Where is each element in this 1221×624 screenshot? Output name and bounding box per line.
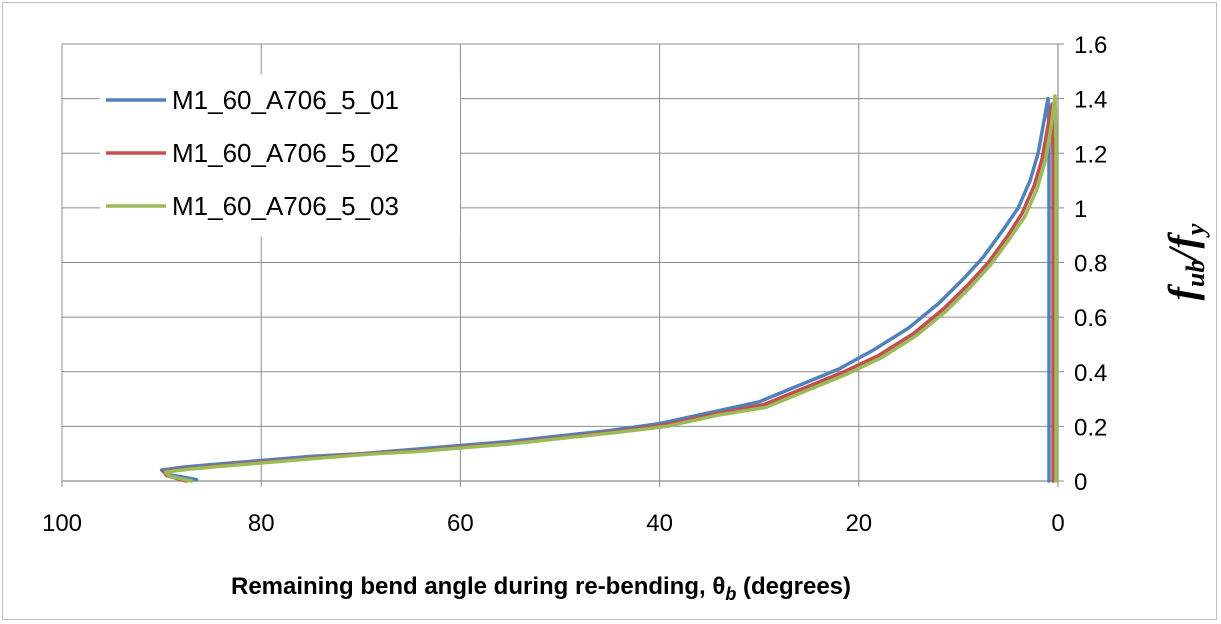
y-tick-label: 0.4: [1074, 360, 1107, 387]
x-axis-label-tail: (degrees): [736, 573, 851, 600]
legend-label-3: M1_60_A706_5_03: [172, 191, 399, 221]
y-tick-label: 1: [1074, 196, 1087, 223]
x-tick-label: 60: [447, 510, 474, 537]
y-axis-label-slash: /: [1160, 245, 1205, 263]
x-axis-label-subscript: b: [725, 584, 736, 604]
y-axis-label-f1: f: [1160, 283, 1205, 300]
y-tick-label: 1.4: [1074, 87, 1107, 114]
y-axis-label: fub/fy: [1160, 223, 1210, 300]
y-axis-label-sub1: ub: [1181, 260, 1210, 287]
x-tick-label: 80: [248, 510, 275, 537]
x-tick-label: 0: [1051, 510, 1064, 537]
legend-label-1: M1_60_A706_5_01: [172, 85, 399, 115]
y-tick-label: 0: [1074, 469, 1087, 496]
x-axis-label: Remaining bend angle during re-bending, …: [231, 573, 851, 604]
y-tick-label: 0.8: [1074, 251, 1107, 278]
x-tick-label: 100: [42, 510, 82, 537]
legend-label-2: M1_60_A706_5_02: [172, 138, 399, 168]
x-tick-label: 20: [845, 510, 872, 537]
series-layer: [159, 94, 1058, 483]
series-line-3: [163, 94, 1058, 483]
y-tick-label: 1.2: [1074, 141, 1107, 168]
legend: M1_60_A706_5_01 M1_60_A706_5_02 M1_60_A706…: [100, 74, 460, 237]
y-axis-label-f2: f: [1160, 231, 1205, 248]
x-axis-label-main: Remaining bend angle during re-bending, …: [231, 573, 725, 600]
series-line-1: [159, 96, 1051, 483]
y-axis-label-sub2: y: [1181, 223, 1210, 238]
y-tick-label: 1.6: [1074, 32, 1107, 59]
y-tick-label: 0.2: [1074, 414, 1107, 441]
axis-layer: 0 0.2 0.4 0.6 0.8 1 1.2 1.4 1.6 100 80 60 40 20 0: [42, 32, 1107, 537]
y-tick-label: 0.6: [1074, 305, 1107, 332]
x-tick-label: 40: [646, 510, 673, 537]
